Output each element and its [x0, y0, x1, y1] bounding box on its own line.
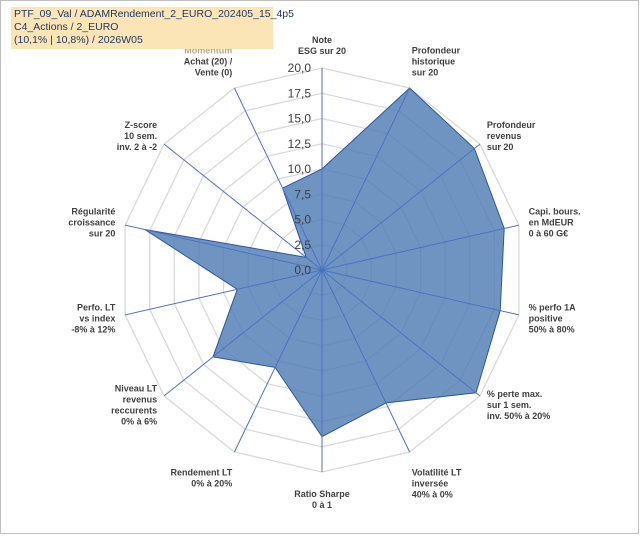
category-label-line: % perfo 1A — [529, 303, 577, 313]
category-label: % perfo 1A positive 50% à 80% — [529, 303, 577, 335]
category-label-line: Perfo. LT — [77, 303, 116, 313]
category-label-line: Vente (0) — [195, 67, 233, 77]
header-line-2: C4_Actions / 2_EURO — [14, 21, 119, 33]
category-label-line: 0% à 6% — [121, 417, 157, 427]
category-label-line: 0 à 1 — [312, 500, 332, 510]
category-label-line: sur 20 — [89, 228, 116, 238]
category-label: Profondeur historique sur 20 — [412, 45, 461, 77]
category-label-line: sur 20 — [487, 142, 514, 152]
category-label-line: reccurents — [111, 406, 157, 416]
category-label: Perfo. LT vs index -8% à 12% — [71, 303, 116, 335]
category-label-line: inv. 2 à -2 — [117, 142, 157, 152]
category-label-line: 40% à 0% — [412, 490, 453, 500]
axis-spoke — [163, 143, 323, 271]
category-label-line: Momentum — [184, 45, 232, 55]
category-label: Volatilité LT inversée 40% à 0% — [412, 468, 462, 500]
axis-spoke — [321, 143, 481, 271]
category-label-line: 50% à 80% — [529, 325, 575, 335]
category-label-line: Z-score — [125, 120, 158, 130]
category-label: Note ESG sur 20 — [298, 35, 346, 56]
portfolio-header: PTF_09_Val / ADAMRendement_2_EURO_202405… — [11, 7, 294, 49]
category-label-line: 10 sem. — [124, 131, 157, 141]
category-label: Régularité croissance sur 20 — [68, 206, 115, 238]
category-label-line: Capi. bours. — [529, 206, 581, 216]
axis-spoke — [163, 269, 323, 397]
category-label: % perte max. sur 1 sem. inv. 50% à 20% — [487, 389, 550, 421]
category-label-line: Niveau LT — [115, 384, 158, 394]
category-label-line: revenus — [487, 131, 522, 141]
axis-spoke — [124, 224, 323, 271]
category-label-line: Régularité — [71, 206, 115, 216]
tick-label: 17,5 — [288, 86, 312, 100]
axis-spoke — [321, 224, 520, 271]
category-label-line: revenus — [123, 395, 158, 405]
tick-label: 5,0 — [294, 213, 311, 227]
category-label-line: Profondeur — [412, 45, 461, 55]
category-label: Momentum Achat (20) / Vente (0) — [184, 45, 233, 77]
axis-spoke — [124, 269, 323, 316]
tick-label: 15,0 — [288, 112, 312, 126]
tick-label: 0,0 — [294, 263, 311, 277]
category-label: Capi. bours. en MdEUR 0 à 60 G€ — [529, 206, 581, 238]
radar-series — [144, 87, 505, 438]
category-label-line: Volatilité LT — [412, 468, 462, 478]
category-label-line: sur 1 sem. — [487, 400, 532, 410]
category-label-line: positive — [529, 314, 563, 324]
tick-label: 7,5 — [294, 187, 311, 201]
tick-label: 10,0 — [288, 162, 312, 176]
header-line-1: PTF_09_Val / ADAMRendement_2_EURO_202405… — [14, 8, 294, 20]
axis-spoke — [321, 87, 411, 271]
category-label-line: 0% à 20% — [191, 479, 232, 489]
category-label-line: Note — [312, 35, 332, 45]
category-label-line: sur 20 — [412, 67, 439, 77]
axis-spoke — [233, 87, 323, 271]
category-label-line: Achat (20) / — [184, 56, 233, 66]
category-label-line: en MdEUR — [529, 217, 575, 227]
radar-category-labels: Note ESG sur 20 Profondeur historique sur 20… — [68, 35, 580, 510]
category-label: Ratio Sharpe 0 à 1 — [294, 489, 350, 510]
category-label-line: Rendement LT — [170, 468, 232, 478]
category-label-line: 0 à 60 G€ — [529, 228, 569, 238]
category-label: Profondeur revenus sur 20 — [487, 120, 536, 152]
axis-spoke — [233, 269, 323, 453]
tick-label: 12,5 — [288, 137, 312, 151]
category-label-line: Profondeur — [487, 120, 536, 130]
tick-label: 20,0 — [288, 61, 312, 75]
category-label: Rendement LT 0% à 20% — [170, 468, 232, 489]
axis-spoke — [321, 269, 411, 453]
category-label-line: croissance — [68, 217, 115, 227]
category-label-line: ESG sur 20 — [298, 46, 346, 56]
category-label-line: Ratio Sharpe — [294, 489, 350, 499]
category-label: Niveau LT revenus reccurents 0% à 6% — [111, 384, 158, 427]
category-label-line: inv. 50% à 20% — [487, 411, 550, 421]
radar-spokes — [124, 68, 520, 472]
header-line-3: (10,1% | 10,8%) / 2026W05 — [14, 34, 143, 46]
axis-spoke — [321, 269, 481, 397]
category-label-line: -8% à 12% — [71, 325, 115, 335]
series-area — [144, 87, 505, 438]
category-label-line: % perte max. — [487, 389, 543, 399]
radar-tick-labels: 0,0 2,5 5,0 7,5 10,0 12,5 15,0 17,5 20,0 — [288, 61, 312, 277]
tick-label: 2,5 — [294, 238, 311, 252]
category-label-line: historique — [412, 56, 456, 66]
category-label: Z-score 10 sem. inv. 2 à -2 — [117, 120, 157, 152]
axis-spoke — [321, 269, 520, 316]
category-label-line: vs index — [79, 314, 115, 324]
category-label-line: inversée — [412, 479, 449, 489]
